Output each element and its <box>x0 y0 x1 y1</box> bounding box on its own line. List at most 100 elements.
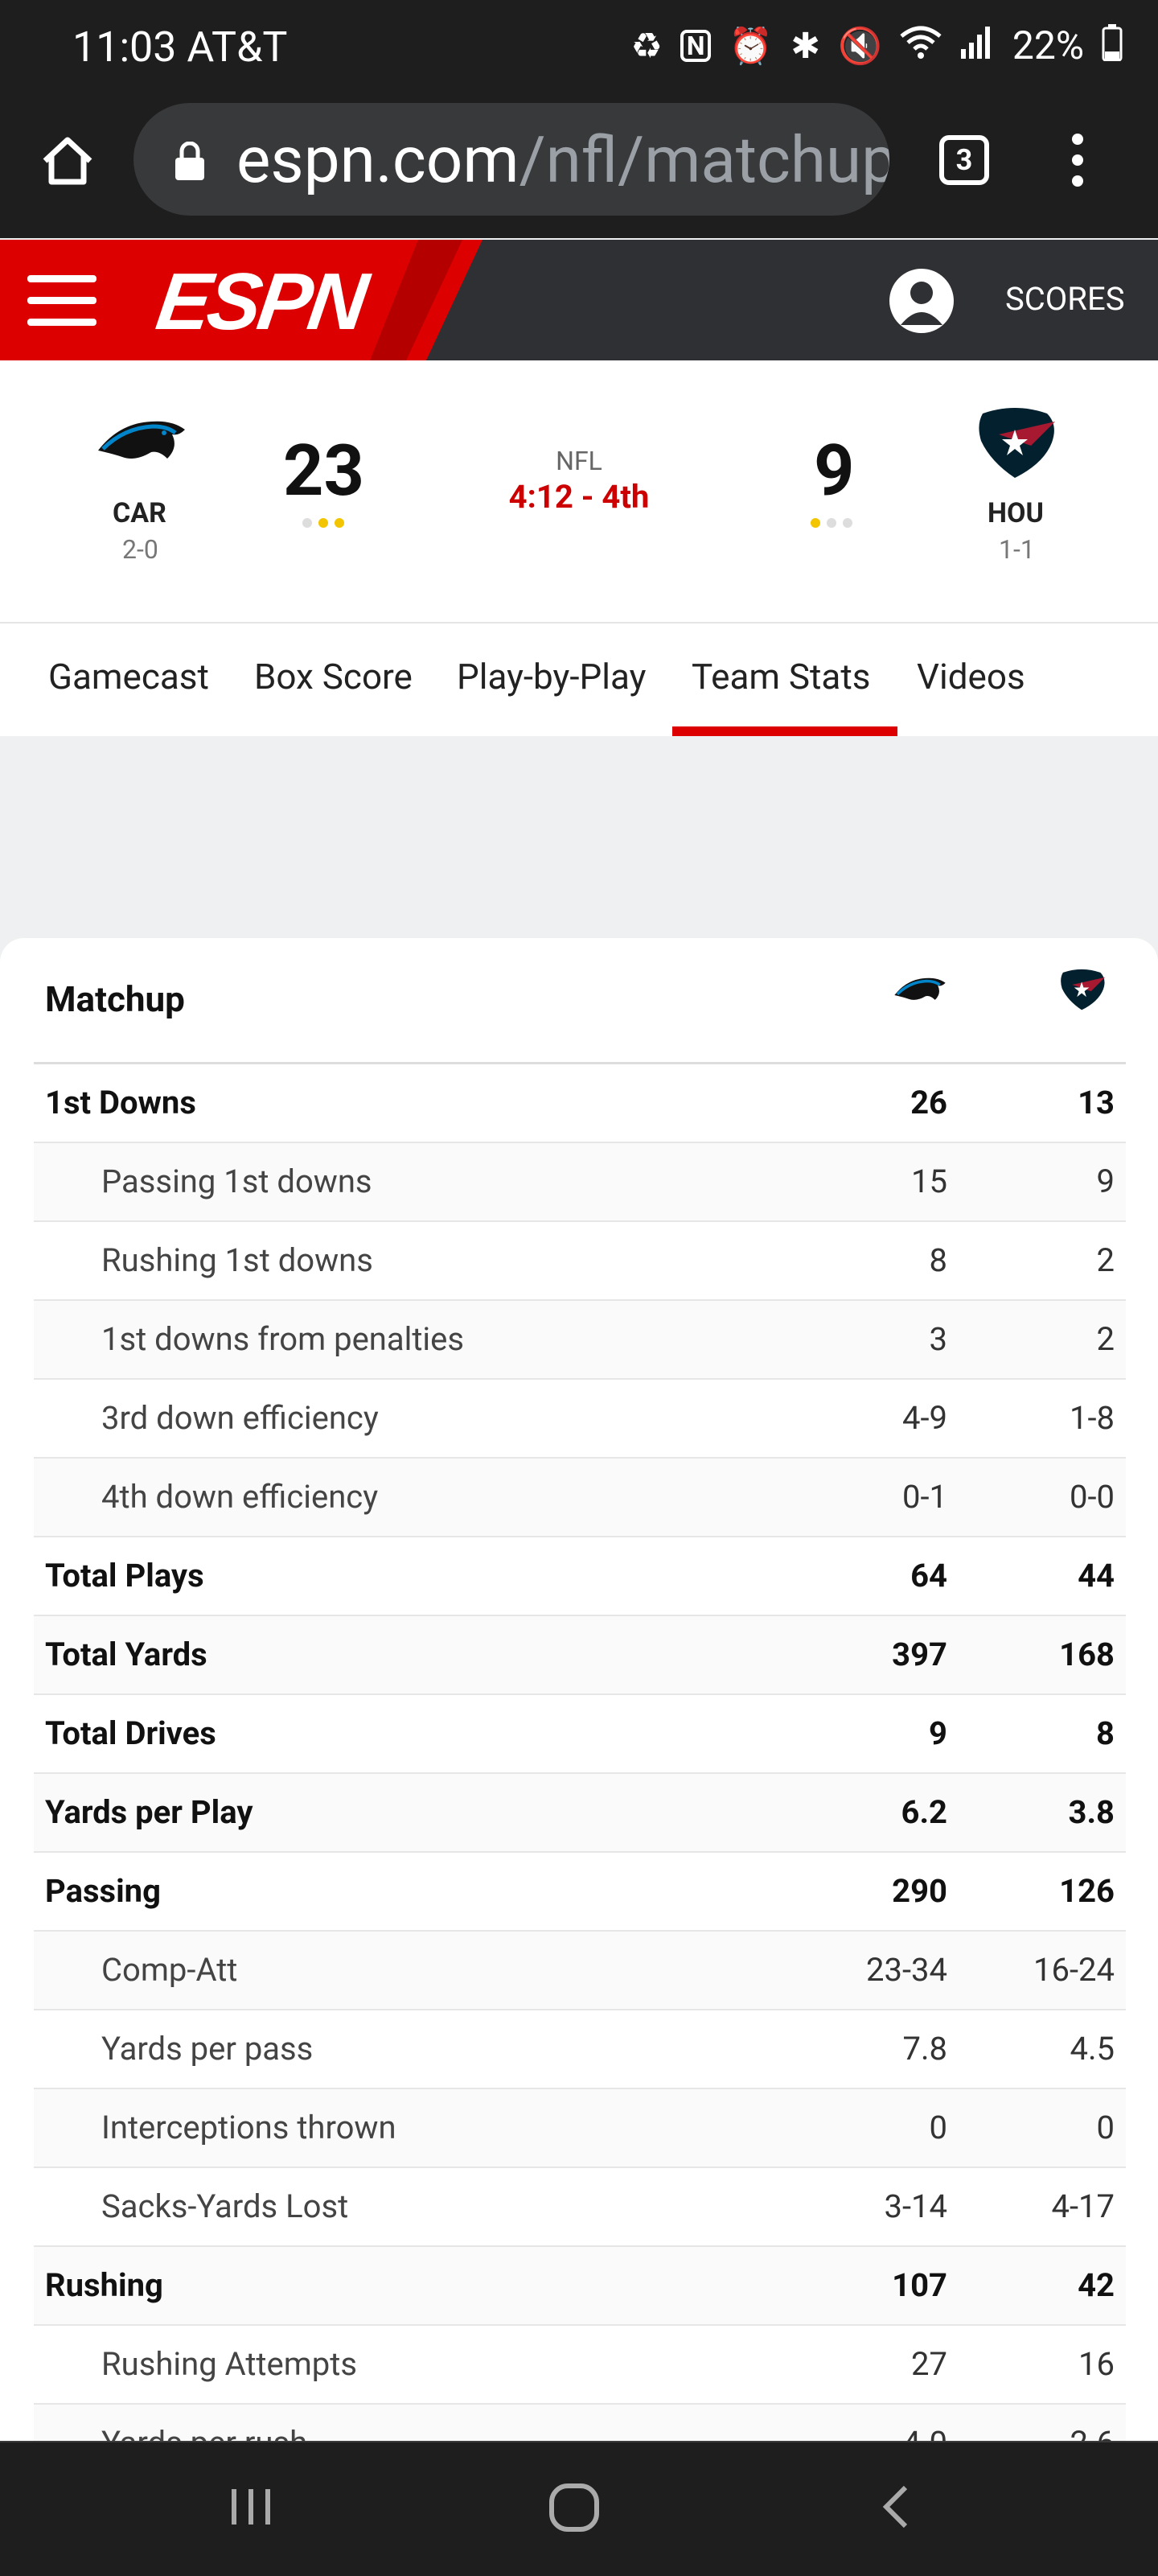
tab-team-stats[interactable]: Team Stats <box>692 656 871 697</box>
stat-value-car: 15 <box>911 1162 947 1200</box>
stat-value-car: 107 <box>892 2266 947 2304</box>
stat-value-hou: 2 <box>1096 1320 1115 1358</box>
stat-value-car: 4-9 <box>901 1399 947 1437</box>
stat-value-car: 0-1 <box>901 1478 947 1516</box>
league-label: NFL <box>556 446 602 476</box>
timeout-dot <box>811 518 820 528</box>
stat-label: Total Yards <box>45 1636 207 1673</box>
address-bar[interactable]: espn.com/nfl/matchup <box>133 103 889 216</box>
stat-value-car: 23-34 <box>866 1951 947 1989</box>
stat-row: Comp-Att 23-34 16-24 <box>34 1932 1126 2010</box>
game-scoreboard: CAR 2-0 23 NFL 4:12 - 4th 9 HOU 1-1 <box>0 360 1158 623</box>
stat-value-hou: 0 <box>1096 2109 1115 2146</box>
stat-row: 1st downs from penalties 3 2 <box>34 1301 1126 1380</box>
stat-value-car: 3-14 <box>884 2187 948 2225</box>
stat-label: Yards per Play <box>45 1793 253 1831</box>
status-bar: 11:03 AT&T ♻ N ⏰ ✱ 🔇 22% <box>0 0 1158 97</box>
stat-value-hou: 16-24 <box>1033 1951 1115 1989</box>
timeout-dot <box>302 518 312 528</box>
stat-value-hou: 8 <box>1096 1714 1115 1752</box>
stat-row: 4th down efficiency 0-1 0-0 <box>34 1459 1126 1537</box>
stat-value-car: 397 <box>892 1636 947 1673</box>
stat-label: Yards per pass <box>101 2030 314 2068</box>
mute-icon: 🔇 <box>838 24 882 67</box>
tab-box-score[interactable]: Box Score <box>254 656 413 697</box>
panthers-logo[interactable] <box>95 415 188 470</box>
scores-link[interactable]: SCORES <box>1005 280 1125 318</box>
tab-switcher-button[interactable]: 3 <box>939 135 989 185</box>
stat-value-hou: 42 <box>1078 2266 1115 2304</box>
stat-value-car: 9 <box>929 1714 947 1752</box>
url-domain: espn.com <box>236 122 519 198</box>
stat-value-car: 64 <box>910 1557 947 1595</box>
stat-label: Rushing Attempts <box>101 2345 357 2383</box>
stat-value-car: 0 <box>929 2109 947 2146</box>
home-team-abbr: HOU <box>988 497 1044 529</box>
stat-row: 1st Downs 26 13 <box>34 1064 1126 1143</box>
stat-value-car: 7.8 <box>902 2030 947 2068</box>
stat-value-car: 4.0 <box>902 2424 947 2441</box>
battery-percent: 22% <box>1012 23 1084 68</box>
stat-label: 1st Downs <box>45 1084 196 1121</box>
game-nav-tabs: Gamecast Box Score Play-by-Play Team Sta… <box>0 623 1158 736</box>
tab-videos[interactable]: Videos <box>917 656 1025 697</box>
table-header-divider <box>34 1062 1126 1064</box>
timeout-dot <box>318 518 328 528</box>
tab-gamecast[interactable]: Gamecast <box>48 656 209 697</box>
nfc-icon: N <box>680 29 712 62</box>
stat-value-hou: 4.5 <box>1070 2030 1115 2068</box>
recents-icon[interactable] <box>227 2483 275 2534</box>
tab-play-by-play[interactable]: Play-by-Play <box>457 656 647 697</box>
stat-row: Yards per Play 6.2 3.8 <box>34 1774 1126 1853</box>
away-team-abbr: CAR <box>113 497 166 529</box>
game-clock: 4:12 - 4th <box>508 478 650 516</box>
stat-row: Yards per rush 4.0 2.6 <box>34 2405 1126 2441</box>
stat-value-hou: 44 <box>1078 1557 1115 1595</box>
stat-value-hou: 13 <box>1078 1084 1115 1121</box>
stat-value-car: 290 <box>892 1872 947 1910</box>
stat-value-hou: 2 <box>1096 1241 1115 1279</box>
more-options-icon[interactable] <box>1062 134 1094 198</box>
stat-row: Passing 290 126 <box>34 1853 1126 1932</box>
status-time: 11:03 AT&T <box>72 23 288 72</box>
home-team-score: 9 <box>814 430 855 512</box>
stat-value-car: 27 <box>911 2345 947 2383</box>
alarm-icon: ⏰ <box>729 24 774 67</box>
stat-row: Total Yards 397 168 <box>34 1616 1126 1695</box>
signal-icon <box>959 25 995 66</box>
stat-value-hou: 3.8 <box>1068 1793 1115 1831</box>
stat-row: 3rd down efficiency 4-9 1-8 <box>34 1380 1126 1459</box>
stat-label: 3rd down efficiency <box>101 1399 379 1437</box>
stat-value-hou: 1-8 <box>1069 1399 1115 1437</box>
stat-value-hou: 168 <box>1059 1636 1115 1673</box>
away-team-score: 23 <box>283 430 364 512</box>
stat-row: Sacks-Yards Lost 3-14 4-17 <box>34 2168 1126 2247</box>
stat-value-hou: 9 <box>1096 1162 1115 1200</box>
hamburger-menu-icon[interactable] <box>27 275 96 328</box>
home-icon[interactable] <box>547 2479 603 2539</box>
stat-value-car: 6.2 <box>901 1793 948 1831</box>
browser-home-icon[interactable] <box>39 132 96 190</box>
stat-label: Sacks-Yards Lost <box>101 2187 349 2225</box>
active-tab-indicator <box>672 726 897 736</box>
stat-value-hou: 0-0 <box>1069 1478 1115 1516</box>
stat-label: Rushing 1st downs <box>101 1241 373 1279</box>
stat-row: Interceptions thrown 0 0 <box>34 2089 1126 2168</box>
stats-table: 1st Downs 26 13 Passing 1st downs 15 9 Rushing… <box>34 1064 1126 2441</box>
recycle-icon: ♻ <box>630 24 663 67</box>
home-timeouts <box>811 518 852 528</box>
profile-icon[interactable] <box>889 269 954 333</box>
timeout-dot <box>827 518 836 528</box>
stat-label: Passing 1st downs <box>101 1162 372 1200</box>
stat-row: Rushing 107 42 <box>34 2247 1126 2326</box>
stat-label: 1st downs from penalties <box>101 1320 465 1358</box>
back-icon[interactable] <box>877 2483 917 2534</box>
browser-toolbar: espn.com/nfl/matchup 3 <box>0 97 1158 238</box>
espn-logo[interactable]: ESPN <box>151 257 371 347</box>
stat-row: Rushing Attempts 27 16 <box>34 2326 1126 2405</box>
panthers-logo <box>893 973 947 1009</box>
texans-logo[interactable] <box>975 405 1063 486</box>
stat-label: Total Plays <box>45 1557 204 1595</box>
stat-label: Rushing <box>45 2266 163 2304</box>
status-icons: ♻ N ⏰ ✱ 🔇 22% <box>630 23 1123 68</box>
